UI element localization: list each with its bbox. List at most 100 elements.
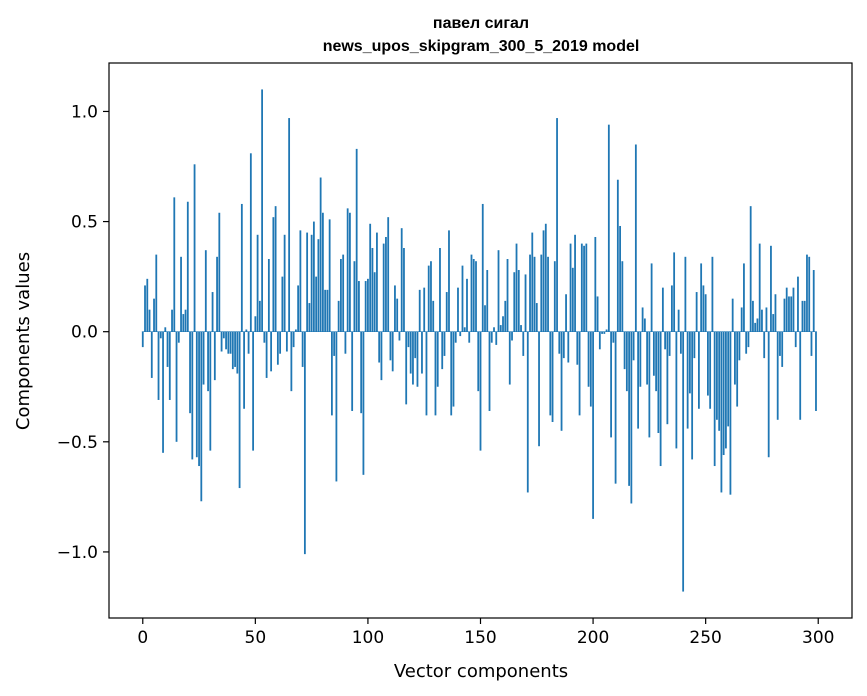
bar <box>484 305 486 332</box>
bar <box>423 287 426 332</box>
bar <box>594 236 597 332</box>
y-axis-ticks: −1.0 −0.5 0.0 0.5 1.0 <box>57 102 109 563</box>
bar <box>272 217 275 332</box>
bar <box>157 331 160 400</box>
bar <box>567 331 570 363</box>
bar <box>508 331 511 385</box>
bar <box>299 230 302 332</box>
chart-title-line-1: павел сигал <box>433 15 529 32</box>
bar <box>326 289 329 332</box>
bar <box>342 254 345 332</box>
bar <box>213 331 216 381</box>
bar <box>529 254 531 332</box>
y-tick-label: −1.0 <box>57 543 98 563</box>
bar <box>229 331 232 354</box>
bar <box>571 267 574 332</box>
bar <box>704 294 707 332</box>
bar <box>258 300 261 332</box>
bar <box>180 256 182 332</box>
bar <box>463 327 466 332</box>
bar <box>716 331 718 420</box>
bar <box>664 331 667 350</box>
bar <box>504 300 507 332</box>
bar <box>443 331 446 356</box>
bar <box>270 331 273 372</box>
bar <box>153 298 155 332</box>
bar <box>207 331 209 392</box>
bar <box>303 331 306 555</box>
bar <box>335 331 338 482</box>
bar <box>788 296 790 332</box>
bar <box>493 327 495 332</box>
bar <box>369 223 372 332</box>
bar <box>454 331 457 343</box>
bar <box>308 303 311 332</box>
bar <box>497 250 500 332</box>
bar <box>290 331 293 392</box>
bar <box>436 331 439 387</box>
bar <box>707 331 709 396</box>
bar <box>234 331 236 367</box>
bar <box>770 245 772 332</box>
bar <box>333 331 336 356</box>
bar <box>666 331 669 425</box>
bar <box>166 331 169 367</box>
bar <box>243 331 245 409</box>
x-tick-label: 250 <box>689 628 721 648</box>
bar <box>691 331 694 460</box>
bar <box>450 331 453 416</box>
bar <box>812 270 815 332</box>
bar <box>767 331 770 458</box>
bar <box>247 331 250 354</box>
bar <box>202 331 205 385</box>
bar <box>173 197 176 332</box>
y-tick-label: 1.0 <box>71 102 98 122</box>
bar <box>738 331 741 361</box>
bar <box>720 331 723 493</box>
bar <box>810 331 813 356</box>
bar <box>421 331 423 374</box>
bar <box>461 265 464 332</box>
bar <box>578 331 581 416</box>
bar <box>749 206 752 332</box>
bar <box>396 298 399 332</box>
bar <box>403 248 405 332</box>
bar <box>670 285 673 332</box>
bar <box>477 331 480 392</box>
bar <box>700 263 703 332</box>
bar <box>457 287 459 332</box>
bar <box>367 278 369 332</box>
bar <box>549 331 552 416</box>
bar <box>281 276 284 332</box>
bar <box>673 252 676 332</box>
bar <box>168 331 171 400</box>
bar <box>502 316 504 332</box>
bar <box>294 329 297 332</box>
bar <box>553 261 556 332</box>
bar <box>245 329 248 332</box>
bar <box>580 243 583 332</box>
bar <box>466 278 468 332</box>
bar <box>177 331 180 343</box>
bar <box>693 331 696 359</box>
bar <box>141 331 144 348</box>
bar <box>148 309 151 332</box>
bar <box>353 261 356 332</box>
bar <box>601 331 603 334</box>
bar <box>560 331 563 431</box>
bar <box>533 256 536 332</box>
bar <box>632 331 635 361</box>
bar <box>488 331 491 411</box>
bar <box>806 254 808 332</box>
bar <box>542 230 545 332</box>
chart-title-line-2: news_upos_skipgram_300_5_2019 model <box>323 38 640 55</box>
bar <box>747 331 750 348</box>
bar <box>182 314 185 332</box>
bar <box>781 331 784 367</box>
bar <box>587 331 590 387</box>
bar <box>621 261 624 332</box>
bar <box>495 331 498 345</box>
bar <box>204 250 207 332</box>
